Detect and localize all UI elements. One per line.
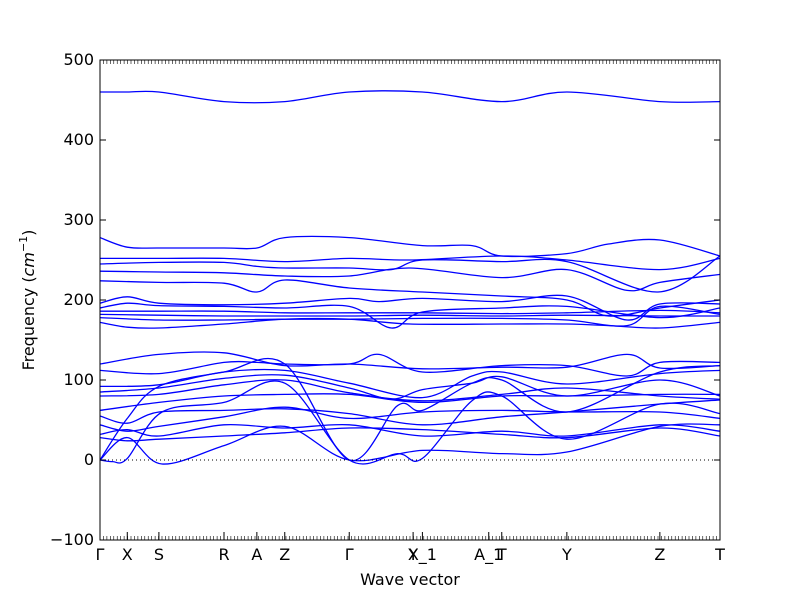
band-line-2: [100, 235, 720, 258]
band-line-22: [100, 427, 720, 442]
x-axis-label: Wave vector: [360, 570, 460, 589]
y-tick-label: 100: [63, 370, 94, 389]
x-tick-label: Y: [407, 545, 418, 564]
x-tick-label: Y: [561, 545, 572, 564]
band-line-17: [100, 379, 720, 402]
band-line-11: [100, 305, 720, 327]
band-line-24: [100, 380, 720, 465]
y-axis-label: Frequency (cm−1): [17, 230, 38, 371]
band-line-19: [100, 399, 720, 426]
x-tick-label: S: [154, 545, 164, 564]
x-tick-label: Z: [654, 545, 665, 564]
band-line-9: [100, 309, 720, 315]
band-line-21: [100, 423, 720, 437]
x-tick-label: X_1: [408, 545, 437, 565]
series-layer: [100, 90, 720, 465]
x-tick-label: T: [714, 545, 725, 564]
band-line-25: [100, 358, 720, 462]
band-line-20: [100, 406, 720, 432]
x-minor-ticks: [99, 60, 721, 540]
band-line-4: [100, 255, 720, 293]
band-line-14: [100, 353, 720, 377]
band-line-16: [100, 374, 720, 400]
x-tick-label: A: [251, 545, 262, 564]
y-tick-label: 500: [63, 50, 94, 69]
y-axis-label-unit: cm: [19, 252, 38, 276]
y-axis-label-exponent: −1: [17, 236, 30, 252]
band-line-7: [100, 294, 720, 321]
band-line-12: [100, 317, 720, 329]
band-line-1: [100, 90, 720, 104]
x-tick-label: T: [496, 545, 507, 564]
y-tick-label: −100: [50, 530, 94, 549]
y-axis: −100 0 100 200 300 400 500: [50, 50, 720, 549]
x-tick-label: X: [122, 545, 133, 564]
y-tick-label: 400: [63, 130, 94, 149]
y-axis-label-close: ): [19, 230, 38, 236]
band-line-10: [100, 313, 720, 317]
band-line-13: [100, 351, 720, 370]
band-line-3: [100, 255, 720, 271]
x-tick-label: R: [218, 545, 229, 564]
y-tick-label: 200: [63, 290, 94, 309]
y-tick-label: 300: [63, 210, 94, 229]
x-tick-label: Γ: [345, 545, 354, 564]
x-tick-label: Γ: [96, 545, 105, 564]
y-axis-label-text: Frequency (: [19, 276, 38, 370]
y-tick-label: 0: [84, 450, 94, 469]
x-tick-label: Z: [279, 545, 290, 564]
x-tick-label: A_1: [474, 545, 503, 565]
band-line-5: [100, 267, 720, 292]
x-axis: Γ X S R A Z Γ YX_1 A_1T Y Z T: [96, 532, 725, 565]
